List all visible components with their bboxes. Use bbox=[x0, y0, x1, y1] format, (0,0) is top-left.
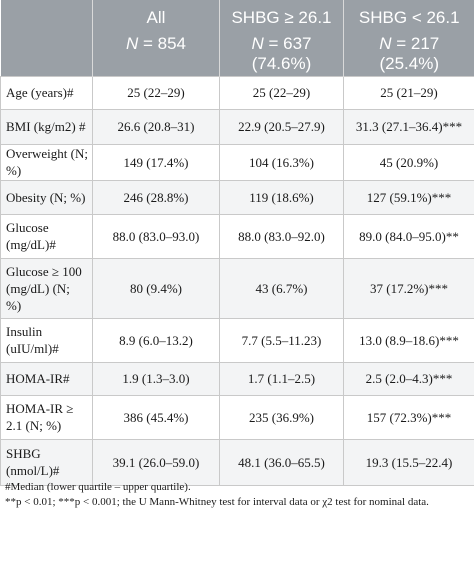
header-hi-title: SHBG ≥ 26.1 bbox=[231, 8, 332, 27]
cell-shbg-low: 157 (72.3%)*** bbox=[343, 394, 474, 440]
cell-shbg-low: 127 (59.1%)*** bbox=[343, 179, 474, 215]
header-lo-pct: (25.4%) bbox=[379, 54, 440, 73]
cell-shbg-low: 45 (20.9%) bbox=[343, 143, 474, 181]
header-hi-n: N = 637 bbox=[251, 34, 312, 53]
row-label: SHBG (nmol/L)# bbox=[0, 438, 93, 486]
footnote-median: #Median (lower quartile – upper quartile… bbox=[5, 481, 191, 493]
table-footnotes: #Median (lower quartile – upper quartile… bbox=[5, 480, 469, 510]
cell-all: 25 (22–29) bbox=[92, 75, 220, 110]
table-row: Age (years)# 25 (22–29) 25 (22–29) 25 (2… bbox=[0, 75, 474, 110]
cell-shbg-high: 48.1 (36.0–65.5) bbox=[219, 438, 344, 486]
cell-shbg-high: 1.7 (1.1–2.5) bbox=[219, 361, 344, 396]
header-row: All N = 854 SHBG ≥ 26.1 N = 637 (74.6%) … bbox=[0, 0, 474, 76]
cell-shbg-high: 43 (6.7%) bbox=[219, 257, 344, 319]
row-label: BMI (kg/m2) # bbox=[0, 108, 93, 145]
cell-shbg-low: 31.3 (27.1–36.4)*** bbox=[343, 108, 474, 145]
cell-shbg-low: 2.5 (2.0–4.3)*** bbox=[343, 361, 474, 396]
row-label: Age (years)# bbox=[0, 75, 93, 110]
table-body: Age (years)# 25 (22–29) 25 (22–29) 25 (2… bbox=[0, 75, 474, 486]
row-label: Obesity (N; %) bbox=[0, 179, 93, 215]
cell-all: 1.9 (1.3–3.0) bbox=[92, 361, 220, 396]
cell-shbg-low: 19.3 (15.5–22.4) bbox=[343, 438, 474, 486]
table-row: Glucose (mg/dL)# 88.0 (83.0–93.0) 88.0 (… bbox=[0, 213, 474, 259]
cell-shbg-high: 119 (18.6%) bbox=[219, 179, 344, 215]
table-row: Insulin (uIU/ml)# 8.9 (6.0–13.2) 7.7 (5.… bbox=[0, 317, 474, 363]
table-row: SHBG (nmol/L)# 39.1 (26.0–59.0) 48.1 (36… bbox=[0, 438, 474, 486]
row-label: HOMA-IR ≥ 2.1 (N; %) bbox=[0, 394, 93, 440]
header-all-n: N = 854 bbox=[125, 34, 187, 53]
cell-all: 26.6 (20.8–31) bbox=[92, 108, 220, 145]
row-label: Glucose (mg/dL)# bbox=[0, 213, 93, 259]
table-row: HOMA-IR# 1.9 (1.3–3.0) 1.7 (1.1–2.5) 2.5… bbox=[0, 361, 474, 396]
header-all: All N = 854 bbox=[92, 0, 220, 76]
cell-shbg-low: 25 (21–29) bbox=[343, 75, 474, 110]
row-label: Glucose ≥ 100 (mg/dL) (N; %) bbox=[0, 257, 93, 319]
header-lo-n: N = 217 bbox=[379, 34, 440, 53]
header-shbg-high: SHBG ≥ 26.1 N = 637 (74.6%) bbox=[219, 0, 344, 76]
table-row: HOMA-IR ≥ 2.1 (N; %) 386 (45.4%) 235 (36… bbox=[0, 394, 474, 440]
header-lo-title: SHBG < 26.1 bbox=[358, 8, 460, 27]
cell-shbg-high: 22.9 (20.5–27.9) bbox=[219, 108, 344, 145]
cell-all: 8.9 (6.0–13.2) bbox=[92, 317, 220, 363]
footnote-significance: **p < 0.01; ***p < 0.001; the U Mann-Whi… bbox=[5, 496, 429, 508]
cell-shbg-low: 89.0 (84.0–95.0)** bbox=[343, 213, 474, 259]
table-header: All N = 854 SHBG ≥ 26.1 N = 637 (74.6%) … bbox=[0, 0, 474, 76]
header-hi-pct: (74.6%) bbox=[251, 54, 312, 73]
cell-shbg-high: 7.7 (5.5–11.23) bbox=[219, 317, 344, 363]
cell-shbg-low: 13.0 (8.9–18.6)*** bbox=[343, 317, 474, 363]
row-label: Insulin (uIU/ml)# bbox=[0, 317, 93, 363]
row-label: HOMA-IR# bbox=[0, 361, 93, 396]
cell-all: 80 (9.4%) bbox=[92, 257, 220, 319]
table-row: BMI (kg/m2) # 26.6 (20.8–31) 22.9 (20.5–… bbox=[0, 108, 474, 145]
cell-shbg-high: 235 (36.9%) bbox=[219, 394, 344, 440]
cell-all: 386 (45.4%) bbox=[92, 394, 220, 440]
cell-shbg-high: 104 (16.3%) bbox=[219, 143, 344, 181]
cell-all: 149 (17.4%) bbox=[92, 143, 220, 181]
header-empty-cell bbox=[1, 0, 93, 76]
cell-all: 246 (28.8%) bbox=[92, 179, 220, 215]
data-table: All N = 854 SHBG ≥ 26.1 N = 637 (74.6%) … bbox=[0, 0, 474, 486]
cell-shbg-high: 88.0 (83.0–92.0) bbox=[219, 213, 344, 259]
header-all-title: All bbox=[146, 8, 166, 27]
cell-shbg-low: 37 (17.2%)*** bbox=[343, 257, 474, 319]
cell-shbg-high: 25 (22–29) bbox=[219, 75, 344, 110]
table-row: Overweight (N; %) 149 (17.4%) 104 (16.3%… bbox=[0, 143, 474, 181]
cell-all: 88.0 (83.0–93.0) bbox=[92, 213, 220, 259]
row-label: Overweight (N; %) bbox=[0, 143, 93, 181]
table-row: Obesity (N; %) 246 (28.8%) 119 (18.6%) 1… bbox=[0, 179, 474, 215]
cell-all: 39.1 (26.0–59.0) bbox=[92, 438, 220, 486]
header-shbg-low: SHBG < 26.1 N = 217 (25.4%) bbox=[343, 0, 474, 76]
table-row: Glucose ≥ 100 (mg/dL) (N; %) 80 (9.4%) 4… bbox=[0, 257, 474, 319]
